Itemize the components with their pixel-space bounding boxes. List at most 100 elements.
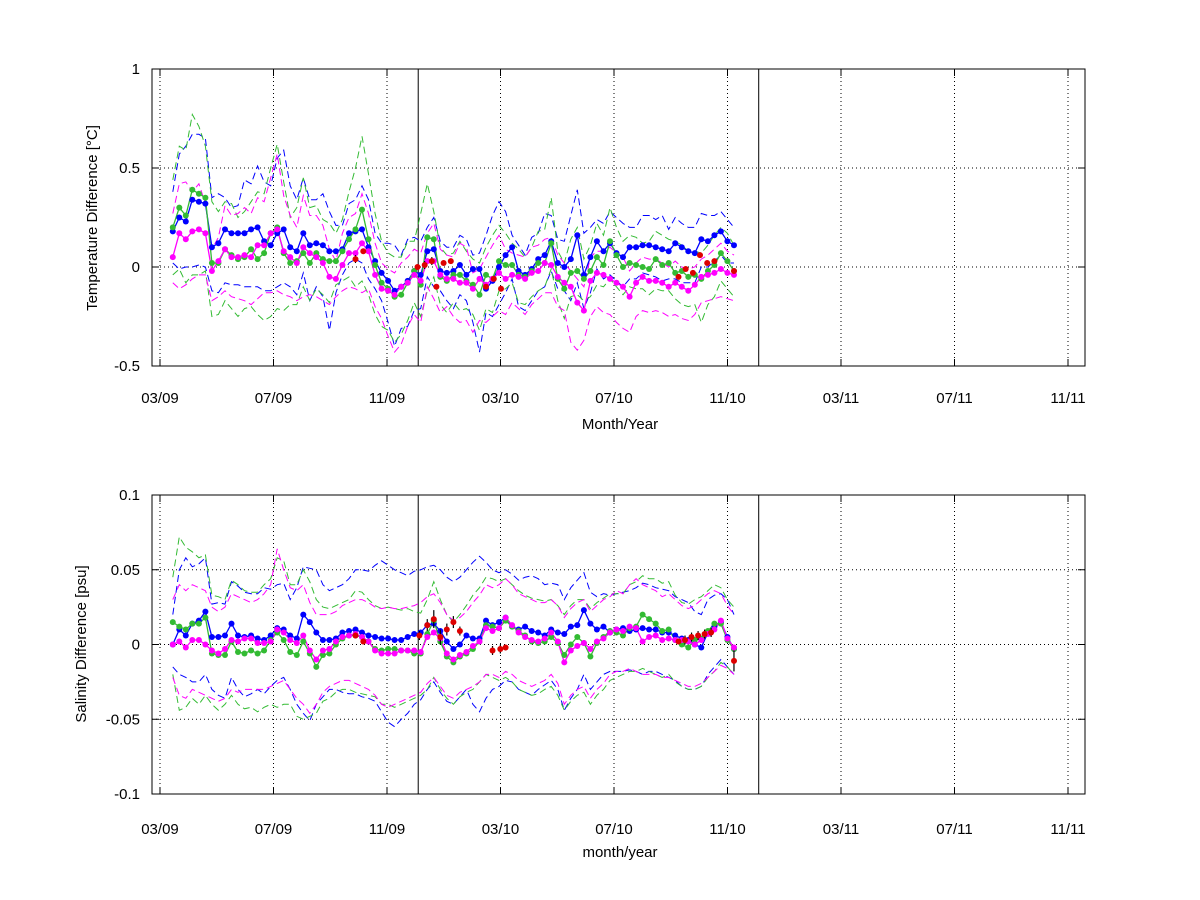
data-point-green	[235, 649, 241, 655]
data-point-red	[440, 260, 447, 266]
y-tick-label: 0	[132, 259, 140, 276]
data-point-green	[352, 226, 359, 233]
data-point-blue	[456, 641, 463, 648]
data-point-magenta	[430, 629, 437, 636]
data-point-green	[574, 268, 581, 274]
data-point-magenta	[691, 641, 698, 648]
data-point-green	[169, 224, 176, 231]
data-point-red	[421, 262, 428, 268]
data-point-magenta	[443, 275, 450, 282]
data-point-blue	[541, 252, 548, 259]
data-point-blue	[287, 244, 294, 251]
data-point-blue	[182, 632, 189, 639]
data-point-magenta	[717, 617, 724, 624]
data-point-green	[248, 647, 255, 654]
data-point-blue	[704, 238, 711, 245]
data-point-magenta	[398, 283, 405, 290]
data-point-magenta	[195, 226, 202, 233]
envelope-line-blue	[172, 555, 735, 616]
data-point-blue	[574, 232, 581, 239]
data-point-red	[414, 264, 421, 270]
salinity-y-axis-label: Salinity Difference [psu]	[73, 565, 90, 722]
data-point-magenta	[300, 632, 307, 639]
data-point-magenta	[378, 285, 385, 292]
data-point-magenta	[261, 640, 268, 646]
data-point-green	[326, 650, 333, 657]
data-point-magenta	[326, 273, 333, 280]
data-point-red	[688, 634, 695, 640]
data-point-green	[254, 650, 261, 657]
data-point-magenta	[528, 269, 535, 276]
data-point-red	[682, 637, 688, 643]
data-point-green	[620, 264, 626, 270]
data-point-blue	[672, 240, 679, 247]
data-point-blue	[215, 634, 222, 640]
data-point-magenta	[332, 275, 339, 282]
data-point-green	[182, 626, 189, 633]
data-point-blue	[731, 242, 737, 249]
data-point-green	[176, 623, 183, 630]
data-point-red	[675, 638, 682, 645]
data-point-green	[326, 258, 333, 265]
data-point-green	[483, 271, 489, 278]
data-point-green	[398, 291, 405, 298]
data-point-green	[489, 623, 496, 630]
data-point-magenta	[665, 283, 672, 290]
data-point-green	[254, 256, 261, 263]
data-point-magenta	[463, 279, 470, 286]
data-point-blue	[600, 623, 607, 630]
data-point-green	[633, 262, 640, 268]
data-point-magenta	[287, 637, 294, 643]
data-point-blue	[326, 248, 333, 255]
data-point-red	[498, 285, 504, 292]
data-point-magenta	[587, 277, 594, 284]
data-point-magenta	[169, 254, 176, 261]
data-point-magenta	[313, 254, 320, 261]
data-point-blue	[254, 224, 261, 231]
x-tick-label: 11/10	[709, 821, 745, 838]
data-point-magenta	[235, 638, 241, 645]
data-point-green	[391, 646, 398, 652]
data-point-blue	[463, 271, 470, 278]
data-point-green	[502, 262, 509, 268]
data-point-blue	[326, 637, 333, 643]
data-point-green	[339, 248, 346, 255]
data-point-green	[626, 260, 633, 266]
data-point-magenta	[176, 638, 183, 645]
data-point-blue	[182, 218, 189, 225]
data-point-magenta	[339, 262, 346, 268]
data-point-blue	[587, 254, 594, 261]
data-point-green	[202, 194, 209, 201]
axes-frame	[151, 494, 1086, 795]
data-point-blue	[176, 214, 183, 221]
data-point-blue	[248, 226, 255, 233]
data-point-magenta	[254, 640, 261, 646]
data-point-magenta	[346, 632, 352, 639]
data-point-magenta	[580, 307, 587, 314]
data-point-green	[659, 262, 666, 268]
data-point-red	[502, 644, 509, 651]
data-point-magenta	[222, 246, 228, 253]
data-point-magenta	[600, 635, 607, 642]
data-point-red	[430, 616, 437, 623]
data-point-red	[352, 632, 359, 639]
data-point-green	[587, 653, 594, 660]
data-point-red	[456, 628, 463, 634]
data-point-blue	[267, 632, 274, 639]
data-point-blue	[287, 632, 294, 639]
data-point-magenta	[202, 230, 209, 237]
data-point-green	[587, 268, 594, 274]
data-point-magenta	[195, 637, 202, 643]
data-point-magenta	[372, 647, 379, 654]
x-tick-label: 03/10	[482, 390, 520, 407]
data-point-green	[685, 644, 692, 651]
plot-area	[169, 113, 737, 354]
data-point-blue	[339, 629, 346, 636]
data-point-magenta	[287, 254, 294, 261]
data-point-magenta	[365, 638, 372, 645]
data-point-red	[695, 632, 702, 639]
data-point-magenta	[672, 279, 679, 286]
data-point-blue	[385, 635, 392, 642]
data-point-blue	[319, 637, 326, 643]
